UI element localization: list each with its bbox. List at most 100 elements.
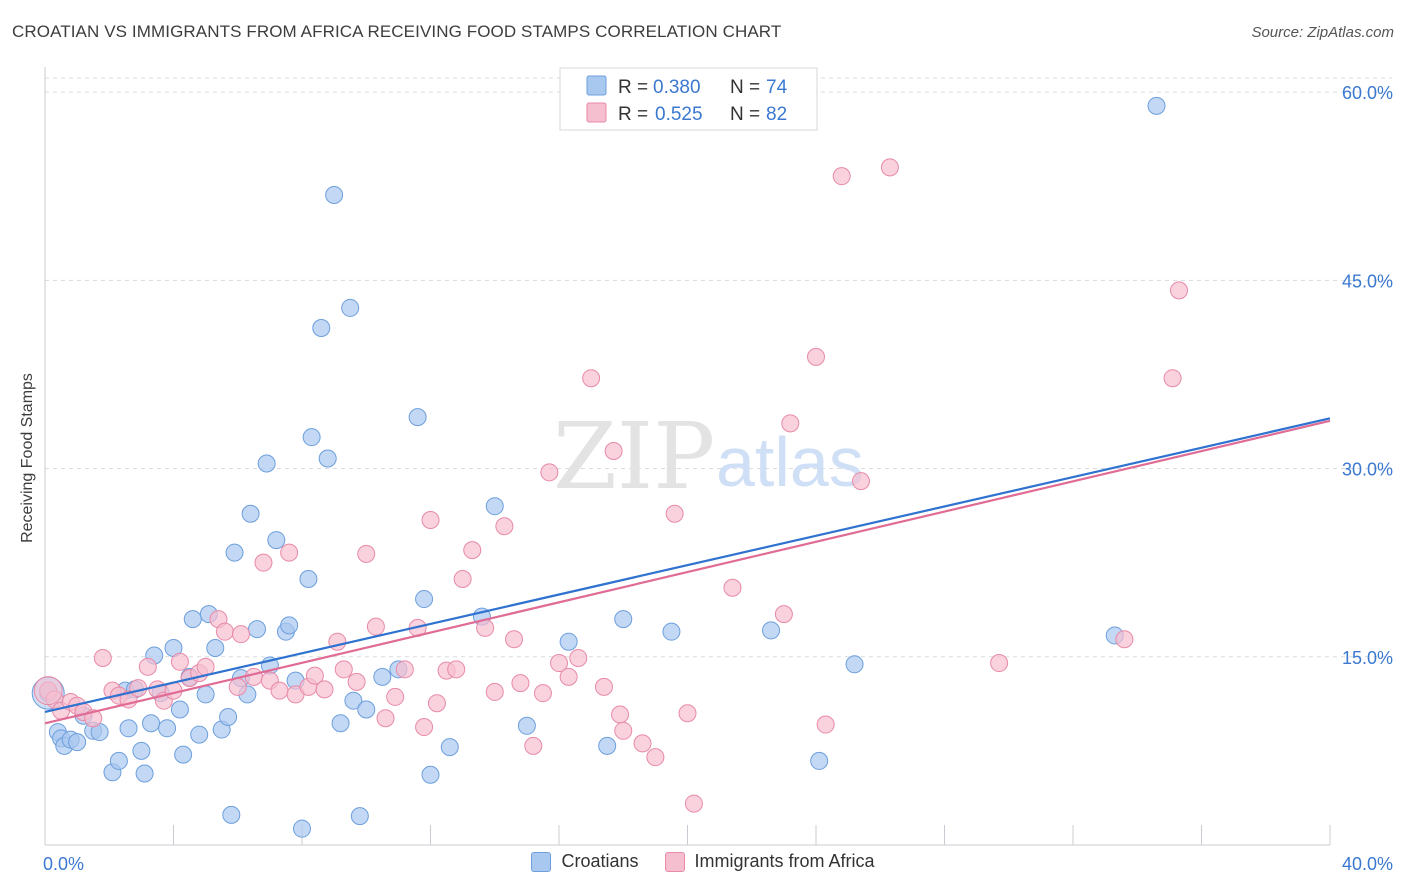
point-croatian-52: [350, 807, 369, 826]
point-croatian-67: [762, 621, 781, 640]
point-croatian-30: [219, 708, 238, 727]
y-tick-label-3: 60.0%: [1342, 83, 1393, 103]
point-africa-68: [678, 704, 697, 723]
point-africa-65: [633, 734, 652, 753]
point-africa-25: [254, 553, 273, 572]
point-croatian-54: [373, 667, 392, 686]
point-africa-61: [594, 677, 613, 696]
watermark: ZIP atlas: [553, 403, 864, 510]
point-croatian-71: [1147, 96, 1166, 115]
point-africa-35: [347, 672, 366, 691]
point-africa-71: [774, 605, 793, 624]
point-africa-73: [807, 347, 825, 366]
point-africa-81: [1170, 281, 1189, 300]
x-ticks: [44, 825, 1331, 845]
y-axis-label: Receiving Food Stamps: [19, 373, 36, 543]
point-africa-50: [485, 682, 504, 701]
point-croatian-51: [344, 691, 363, 710]
point-croatian-61: [485, 497, 504, 516]
point-africa-47: [453, 569, 472, 588]
point-croatian-41: [280, 616, 299, 635]
legend-item-immigrants-from-africa[interactable]: Immigrants from Africa: [664, 851, 875, 872]
point-croatian-22: [174, 745, 193, 764]
point-africa-70: [723, 578, 742, 597]
point-africa-76: [851, 472, 870, 491]
legend-n-value-1: 82: [766, 104, 787, 125]
y-tick-label-0: 15.0%: [1342, 648, 1393, 668]
point-africa-16: [170, 652, 189, 671]
point-africa-19: [196, 657, 215, 676]
point-africa-80: [1163, 369, 1182, 388]
point-croatian-36: [248, 620, 267, 639]
point-africa-32: [315, 680, 334, 699]
point-croatian-37: [257, 454, 276, 473]
point-africa-54: [524, 736, 543, 755]
point-croatian-43: [293, 819, 311, 838]
point-africa-78: [990, 654, 1009, 673]
point-croatian-16: [142, 714, 161, 733]
legend-item-croatians[interactable]: Croatians: [531, 851, 639, 872]
point-croatian-26: [196, 685, 215, 704]
y-tick-labels: 15.0% 30.0% 45.0% 60.0%: [1342, 83, 1393, 668]
point-croatian-25: [190, 725, 209, 744]
point-croatian-69: [845, 655, 864, 674]
point-croatian-62: [517, 716, 536, 735]
point-africa-74: [816, 715, 835, 734]
point-croatian-68: [810, 751, 829, 770]
legend-swatch-immigrants-bottom: [664, 851, 685, 872]
legend-r-label-0: R =: [618, 77, 648, 98]
point-africa-37: [366, 617, 385, 636]
point-africa-34: [334, 660, 353, 679]
y-tick-label-2: 45.0%: [1342, 271, 1393, 291]
bottom-legend: Croatians Immigrants from Africa: [0, 851, 1406, 872]
point-africa-39: [386, 687, 405, 706]
legend-n-label-1: N =: [730, 104, 760, 125]
point-africa-60: [582, 369, 601, 388]
point-africa-72: [781, 414, 800, 433]
chart-title: CROATIAN VS IMMIGRANTS FROM AFRICA RECEI…: [12, 22, 782, 41]
point-croatian-15: [135, 764, 154, 783]
point-croatian-48: [325, 185, 344, 204]
trend-lines: [44, 417, 1331, 725]
point-africa-43: [421, 510, 440, 529]
legend-r-label-1: R =: [618, 104, 648, 125]
point-africa-62: [604, 441, 623, 460]
gridlines: [45, 77, 1392, 658]
point-croatian-65: [614, 610, 633, 629]
point-croatian-46: [312, 319, 331, 338]
point-africa-28: [280, 543, 299, 562]
point-croatian-50: [341, 298, 360, 317]
series-immigrants-from-africa: [33, 158, 1189, 813]
legend-r-value-1: 0.525: [655, 104, 703, 125]
legend-r-value-0: 0.380: [653, 77, 701, 98]
point-africa-77: [880, 158, 899, 177]
point-africa-75: [832, 167, 851, 186]
point-africa-64: [614, 721, 633, 740]
point-africa-44: [427, 694, 446, 713]
point-croatian-39: [267, 531, 286, 550]
point-africa-55: [533, 684, 552, 703]
stats-legend: R = 0.380 N = 74 R = 0.525 N = 82: [559, 67, 818, 131]
legend-label-immigrants-from-africa: Immigrants from Africa: [694, 851, 875, 871]
point-croatian-47: [318, 449, 337, 468]
point-africa-cluster: [33, 676, 63, 706]
point-africa-57: [550, 654, 568, 673]
source-credit: Source: ZipAtlas.com: [1251, 24, 1394, 41]
point-croatian-28: [206, 638, 225, 657]
point-africa-59: [569, 649, 588, 668]
point-africa-58: [559, 667, 578, 686]
point-africa-51: [495, 517, 514, 536]
point-africa-46: [447, 660, 466, 679]
x-tick-label-0: 0.0%: [43, 854, 84, 874]
point-croatian-44: [299, 569, 318, 588]
point-africa-22: [228, 677, 247, 696]
point-croatian-59: [440, 738, 459, 757]
legend-n-value-0: 74: [766, 77, 788, 98]
point-africa-7: [93, 649, 112, 668]
point-africa-42: [415, 718, 434, 737]
legend-swatch-croatians-bottom: [531, 851, 552, 872]
legend-swatch-croatians: [586, 75, 607, 96]
point-africa-21: [215, 622, 234, 641]
point-africa-12: [138, 657, 157, 676]
